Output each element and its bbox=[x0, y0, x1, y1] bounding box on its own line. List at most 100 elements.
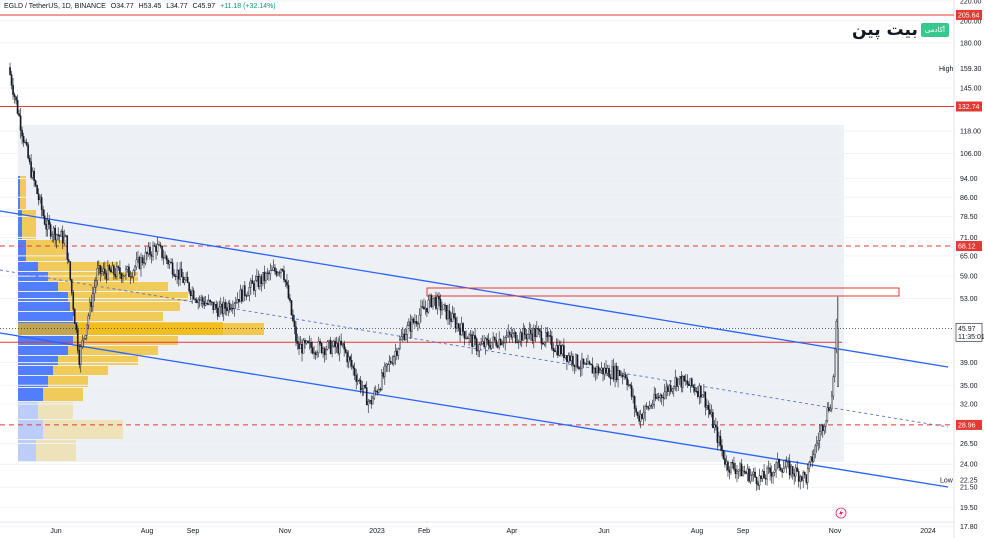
current-price-tag: 45.97 bbox=[958, 326, 976, 333]
candle-up bbox=[736, 471, 738, 475]
candle-down bbox=[177, 269, 180, 280]
candle-down bbox=[463, 331, 466, 339]
candle-down bbox=[695, 390, 698, 392]
price-level-tag: 28.96 bbox=[958, 422, 976, 429]
candle-down bbox=[660, 394, 663, 398]
channel-lower-line[interactable] bbox=[0, 332, 949, 488]
candle-up bbox=[197, 299, 199, 303]
price-level-tag-bg bbox=[956, 9, 982, 20]
candle-up bbox=[432, 298, 434, 307]
candle-up bbox=[302, 340, 305, 354]
candle-up bbox=[250, 280, 252, 288]
candle-down bbox=[423, 306, 425, 310]
candle-up bbox=[140, 257, 142, 269]
candle-up bbox=[465, 337, 467, 339]
candle-up bbox=[272, 267, 275, 271]
candle-up bbox=[218, 306, 221, 317]
candle-down bbox=[647, 406, 649, 409]
candle-down bbox=[364, 384, 367, 388]
candle-down bbox=[721, 445, 723, 451]
candle-down bbox=[344, 348, 347, 353]
y-tick-label: 21.50 bbox=[960, 485, 978, 492]
candle-down bbox=[180, 268, 183, 278]
candle-down bbox=[662, 397, 665, 399]
candle-up bbox=[362, 384, 365, 389]
x-tick-label: Nov bbox=[829, 528, 842, 535]
candle-down bbox=[551, 336, 553, 349]
candle-up bbox=[271, 269, 273, 271]
candle-down bbox=[590, 363, 592, 366]
candle-down bbox=[58, 235, 61, 237]
y-tick-label: 39.00 bbox=[960, 360, 978, 367]
candle-up bbox=[358, 379, 361, 381]
candle-down bbox=[546, 332, 549, 338]
x-tick-label: 2024 bbox=[920, 528, 936, 535]
candle-up bbox=[183, 279, 186, 283]
low-value-tag: 22.25 bbox=[960, 478, 978, 485]
candle-down bbox=[563, 345, 565, 358]
candle-down bbox=[403, 333, 406, 340]
candle-down bbox=[499, 339, 502, 346]
candle-up bbox=[776, 458, 779, 463]
candle-down bbox=[212, 301, 215, 311]
candle-down bbox=[630, 385, 633, 397]
channel-mid-line[interactable] bbox=[0, 269, 949, 428]
candle-down bbox=[28, 157, 31, 162]
candle-up bbox=[710, 412, 713, 415]
candle-up bbox=[677, 378, 680, 387]
candle-up bbox=[55, 234, 58, 241]
candle-down bbox=[141, 257, 144, 263]
candle-down bbox=[128, 266, 130, 277]
candle-up bbox=[236, 298, 239, 303]
candle-up bbox=[519, 332, 522, 342]
candle-down bbox=[657, 396, 660, 399]
candle-down bbox=[692, 385, 695, 388]
candle-down bbox=[680, 376, 683, 388]
candle-down bbox=[728, 469, 731, 473]
channel-upper-line[interactable] bbox=[0, 210, 949, 368]
candle-down bbox=[162, 257, 165, 259]
candle-down bbox=[626, 377, 628, 386]
candle-down bbox=[675, 377, 678, 387]
candle-down bbox=[188, 282, 190, 292]
candle-up bbox=[385, 363, 388, 367]
y-tick-label: 59.00 bbox=[960, 274, 978, 281]
candle-down bbox=[241, 289, 243, 302]
candle-up bbox=[400, 336, 403, 340]
candle-down bbox=[582, 358, 585, 365]
candle-down bbox=[754, 471, 756, 478]
candle-down bbox=[76, 329, 79, 351]
candle-up bbox=[799, 476, 801, 482]
candle-down bbox=[30, 161, 32, 178]
candle-up bbox=[469, 334, 472, 336]
candle-up bbox=[526, 334, 529, 340]
candle-down bbox=[10, 74, 13, 86]
candle-up bbox=[39, 197, 41, 201]
candle-up bbox=[617, 370, 619, 381]
candle-down bbox=[466, 337, 469, 340]
candle-down bbox=[602, 367, 604, 375]
candle-down bbox=[228, 303, 231, 310]
candle-up bbox=[584, 363, 586, 365]
symbol-label[interactable]: EGLD / TetherUS, 1D, BINANCE bbox=[4, 3, 106, 10]
candle-down bbox=[755, 476, 758, 484]
candle-up bbox=[122, 276, 124, 279]
y-tick-label: 71.00 bbox=[960, 235, 978, 242]
candle-up bbox=[832, 376, 835, 397]
candle-up bbox=[126, 266, 129, 270]
candle-down bbox=[745, 472, 747, 474]
x-tick-label: Feb bbox=[418, 528, 430, 535]
candle-up bbox=[371, 397, 374, 405]
candle-down bbox=[40, 197, 43, 210]
candle-down bbox=[192, 290, 195, 300]
candle-down bbox=[707, 405, 710, 410]
candle-up bbox=[656, 396, 659, 399]
candle-down bbox=[209, 299, 212, 302]
candle-down bbox=[343, 343, 345, 350]
candle-down bbox=[686, 380, 689, 385]
candle-down bbox=[514, 332, 517, 343]
resistance-zone-box[interactable] bbox=[426, 287, 900, 297]
candle-up bbox=[725, 461, 728, 465]
candle-down bbox=[61, 231, 64, 244]
